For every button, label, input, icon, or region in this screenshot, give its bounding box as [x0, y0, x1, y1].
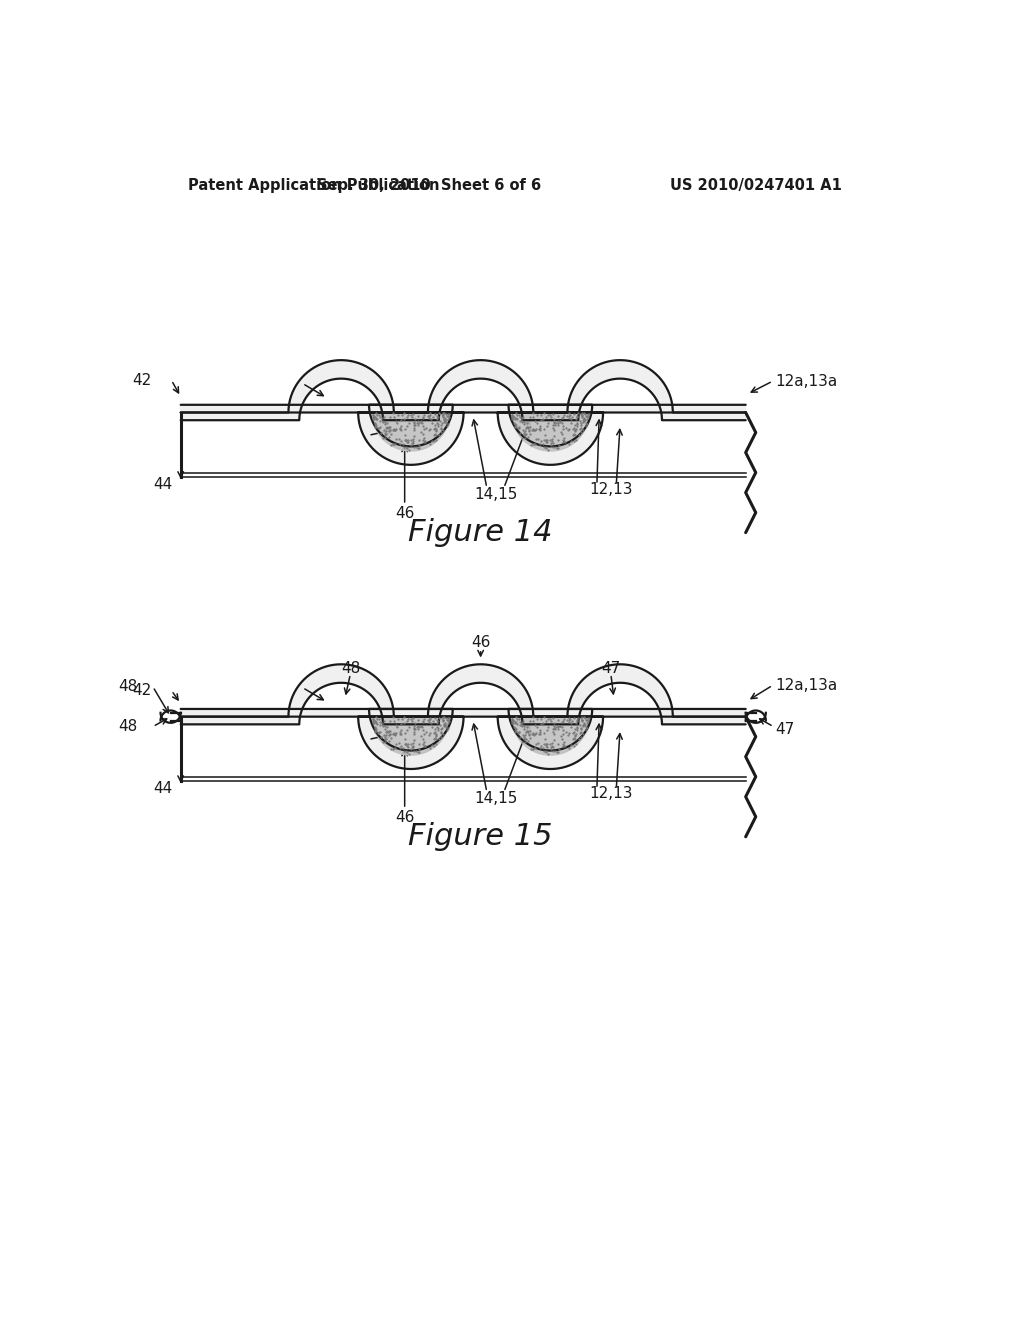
Text: US 2010/0247401 A1: US 2010/0247401 A1 [671, 178, 843, 193]
Polygon shape [372, 412, 450, 451]
Text: 14,15: 14,15 [474, 487, 518, 502]
Text: Figure 15: Figure 15 [409, 822, 553, 851]
Polygon shape [180, 405, 745, 465]
Text: 47: 47 [601, 661, 621, 676]
Text: 12a,13a: 12a,13a [775, 374, 838, 388]
Text: 47: 47 [775, 722, 795, 738]
Text: 12,13: 12,13 [589, 787, 633, 801]
Text: 46: 46 [395, 810, 415, 825]
Text: 12a,13a: 12a,13a [775, 677, 838, 693]
Polygon shape [512, 412, 589, 451]
Text: 48: 48 [118, 678, 137, 694]
Polygon shape [512, 717, 589, 755]
Text: 44: 44 [154, 780, 173, 796]
Text: 44: 44 [154, 477, 173, 491]
Text: 12,13: 12,13 [589, 482, 633, 498]
Text: Figure 14: Figure 14 [409, 519, 553, 546]
Polygon shape [372, 717, 450, 755]
Polygon shape [180, 664, 745, 725]
Text: Sep. 30, 2010  Sheet 6 of 6: Sep. 30, 2010 Sheet 6 of 6 [316, 178, 541, 193]
Text: 14,15: 14,15 [474, 791, 518, 805]
Polygon shape [180, 709, 745, 770]
Text: 42: 42 [132, 372, 152, 388]
Polygon shape [180, 360, 745, 420]
Text: 48: 48 [118, 719, 137, 734]
Text: 42: 42 [132, 682, 152, 698]
Text: 46: 46 [395, 506, 415, 521]
Text: 48: 48 [341, 661, 360, 676]
Text: Patent Application Publication: Patent Application Publication [188, 178, 440, 193]
Text: 46: 46 [471, 635, 490, 651]
